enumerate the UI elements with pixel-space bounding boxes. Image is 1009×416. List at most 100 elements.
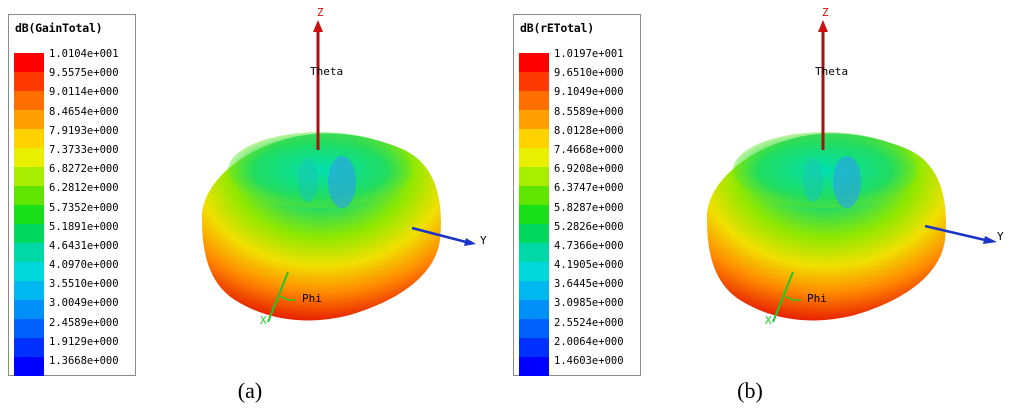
legend-swatch	[14, 110, 44, 129]
legend-swatch	[14, 300, 44, 319]
legend-value: 2.0064e+000	[554, 335, 624, 348]
legend-value: 7.9193e+000	[49, 124, 119, 137]
y-axis-line	[924, 224, 986, 242]
x-axis-label: X	[260, 314, 267, 327]
theta-label: Theta	[310, 65, 343, 78]
radiation-pattern-3d: Z Theta Y Phi X	[706, 6, 1004, 327]
legend-swatch	[519, 338, 549, 357]
legend-value: 3.0985e+000	[554, 297, 624, 310]
legend-swatch	[14, 53, 44, 72]
legend-swatch	[519, 186, 549, 205]
phi-arc	[279, 295, 296, 301]
legend-value: 4.1905e+000	[554, 259, 624, 272]
legend-swatches	[519, 53, 549, 376]
legend-swatch	[14, 148, 44, 167]
legend-swatch	[519, 53, 549, 72]
theta-label: Theta	[815, 65, 848, 78]
legend-value: 8.5589e+000	[554, 105, 624, 118]
legend-value: 1.0197e+001	[554, 48, 624, 60]
legend-swatch	[14, 91, 44, 110]
legend-swatch	[519, 224, 549, 243]
legend-value: 7.3733e+000	[49, 143, 119, 156]
y-axis-arrow	[464, 238, 476, 246]
legend-value: 4.6431e+000	[49, 239, 119, 252]
legend-swatch	[14, 262, 44, 281]
phi-label: Phi	[302, 292, 322, 305]
z-axis-arrow	[818, 20, 828, 32]
pattern-dimple	[298, 158, 318, 202]
legend-swatch	[14, 224, 44, 243]
legend-value: 3.6445e+000	[554, 278, 624, 291]
legend-value: 9.1049e+000	[554, 86, 624, 99]
legend-swatches	[14, 53, 44, 376]
pattern-dimple	[803, 158, 823, 202]
legend-value: 4.7366e+000	[554, 239, 624, 252]
legend-labels: 1.0197e+001 9.6510e+000 9.1049e+000 8.55…	[554, 45, 624, 371]
legend-value: 8.4654e+000	[49, 105, 119, 118]
legend-value: 9.5575e+000	[49, 67, 119, 80]
legend-value: 1.0104e+001	[49, 48, 119, 60]
x-axis-line	[772, 271, 794, 323]
pattern-dimple	[833, 156, 861, 208]
z-axis-label: Z	[317, 6, 324, 19]
legend-value: 9.0114e+000	[49, 86, 119, 99]
legend-swatch	[14, 72, 44, 91]
legend-swatch	[14, 243, 44, 262]
pattern-top	[733, 132, 917, 208]
y-axis-arrow	[983, 236, 997, 244]
legend-swatch	[519, 281, 549, 300]
legend-value: 3.0049e+000	[49, 297, 119, 310]
radiation-pattern-3d: Z Theta Y Phi X	[201, 6, 487, 327]
legend-value: 2.5524e+000	[554, 316, 624, 329]
legend-swatch	[519, 110, 549, 129]
color-legend: dB(rETotal) 1.0197e+001 9.6510e+000 9.10…	[513, 14, 641, 376]
legend-swatch	[519, 148, 549, 167]
caption-a: (a)	[237, 378, 263, 403]
legend-value: 3.5510e+000	[49, 278, 119, 291]
legend-swatch	[519, 319, 549, 338]
legend-value: 5.7352e+000	[49, 201, 119, 214]
legend-title: dB(GainTotal)	[15, 21, 103, 35]
legend-swatch	[519, 129, 549, 148]
panel-b: dB(rETotal) 1.0197e+001 9.6510e+000 9.10…	[505, 0, 1005, 416]
legend-value: 6.8272e+000	[49, 163, 119, 176]
legend-swatch	[14, 186, 44, 205]
legend-value: 6.3747e+000	[554, 182, 624, 195]
legend-value: 7.4668e+000	[554, 143, 624, 156]
legend-title: dB(rETotal)	[520, 21, 594, 35]
pattern-dimple	[328, 156, 356, 208]
legend-swatch	[14, 357, 44, 376]
legend-value: 8.0128e+000	[554, 124, 624, 137]
legend-swatch	[14, 205, 44, 224]
legend-swatch	[14, 319, 44, 338]
legend-value: 1.9129e+000	[49, 335, 119, 348]
y-axis-line	[411, 226, 467, 244]
z-axis-label: Z	[822, 6, 829, 19]
color-legend: dB(GainTotal) 1.0104e+001 9.5575e+000 9.…	[8, 14, 136, 376]
caption-b: (b)	[737, 378, 763, 403]
phi-arc	[784, 295, 801, 301]
legend-swatch	[519, 72, 549, 91]
y-axis-label: Y	[997, 230, 1004, 243]
legend-swatch	[519, 91, 549, 110]
legend-swatch	[519, 262, 549, 281]
legend-value: 1.4603e+000	[554, 355, 624, 367]
legend-swatch	[14, 167, 44, 186]
legend-value: 9.6510e+000	[554, 67, 624, 80]
y-axis-label: Y	[480, 234, 487, 247]
x-axis-line	[267, 271, 289, 323]
legend-swatch	[519, 300, 549, 319]
legend-labels: 1.0104e+001 9.5575e+000 9.0114e+000 8.46…	[49, 45, 119, 371]
legend-swatch	[519, 205, 549, 224]
legend-value: 6.9208e+000	[554, 163, 624, 176]
z-axis-arrow	[313, 20, 323, 32]
legend-value: 5.1891e+000	[49, 220, 119, 233]
legend-value: 6.2812e+000	[49, 182, 119, 195]
legend-value: 5.2826e+000	[554, 220, 624, 233]
x-axis-label: X	[765, 314, 772, 327]
legend-value: 1.3668e+000	[49, 355, 119, 367]
legend-swatch	[14, 338, 44, 357]
legend-swatch	[14, 129, 44, 148]
legend-swatch	[14, 281, 44, 300]
legend-value: 4.0970e+000	[49, 259, 119, 272]
